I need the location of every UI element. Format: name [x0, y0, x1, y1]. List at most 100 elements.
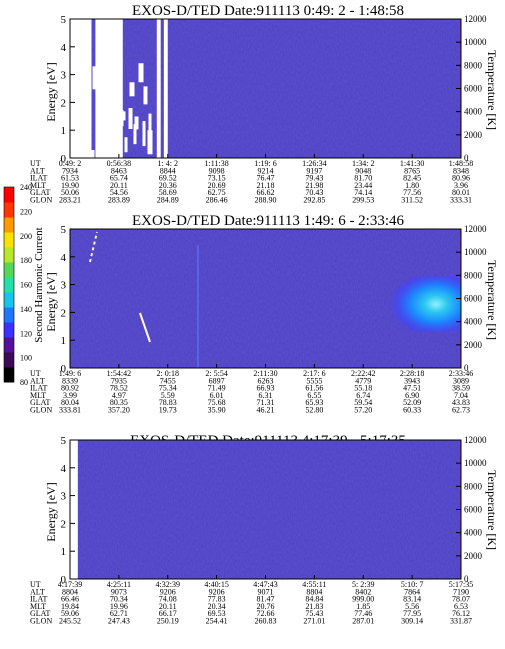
y2-tick-label: 4000	[464, 107, 483, 117]
orbit-row-label: UT	[30, 159, 41, 168]
orbit-cell: 20.36	[159, 181, 177, 190]
orbit-row-label: ILAT	[30, 595, 47, 604]
orbit-cell: 4:25:11	[107, 580, 131, 589]
colorbar-swatch	[4, 307, 14, 323]
orbit-cell: 299.53	[352, 196, 374, 205]
panel-2-y2label: Temperature [K]	[485, 260, 499, 340]
orbit-cell: 57.20	[354, 406, 372, 415]
y-tick-label: 0	[61, 574, 67, 586]
orbit-row-label: ALT	[30, 166, 45, 175]
orbit-cell: 2: 5:54	[205, 369, 227, 378]
orbit-cell: 2:11:30	[253, 369, 277, 378]
y2-tick-label: 12000	[464, 14, 487, 24]
orbit-row-label: GLAT	[30, 188, 51, 197]
orbit-cell: 4:55:11	[302, 580, 326, 589]
y-tick-label: 2	[61, 307, 67, 319]
gap-streak	[120, 111, 126, 121]
colorbar-tick-label: 240	[20, 183, 32, 192]
y2-tick-label: 4000	[464, 528, 483, 538]
orbit-cell: 8463	[111, 166, 127, 175]
orbit-cell: 5555	[306, 376, 322, 385]
orbit-cell: 7.04	[454, 391, 468, 400]
orbit-cell: 1.85	[356, 602, 370, 611]
orbit-cell: 69.52	[159, 174, 177, 183]
orbit-row-label: ALT	[30, 376, 45, 385]
orbit-cell: 76.12	[452, 609, 470, 618]
y-tick-label: 3	[61, 280, 67, 292]
orbit-cell: 80.01	[452, 188, 470, 197]
orbit-cell: 77.56	[403, 188, 421, 197]
colorbar-swatch	[4, 277, 14, 293]
panel-1-orbit-table: UT 0:49: 2 0:56:38 1: 4: 2 1:11:38 1:19: 6 1:2…	[30, 159, 473, 205]
orbit-cell: 0:49: 2	[59, 159, 81, 168]
orbit-cell: 69.53	[208, 609, 226, 618]
orbit-cell: 66.46	[61, 595, 79, 604]
orbit-cell: 76.47	[257, 174, 275, 183]
colorbar-label: Second Harmonic Current	[33, 227, 45, 342]
orbit-cell: 19.73	[159, 406, 177, 415]
orbit-cell: 61.56	[305, 384, 323, 393]
orbit-cell: 20.11	[159, 602, 177, 611]
orbit-cell: 66.62	[257, 188, 275, 197]
orbit-cell: 78.07	[452, 595, 470, 604]
orbit-cell: 333.81	[59, 406, 81, 415]
orbit-cell: 19.84	[61, 602, 79, 611]
panel-1-ticks: 0 1 2 3 4 5 0 2000 4000 6000 8000 10000 12000	[61, 14, 488, 165]
orbit-cell: 7934	[62, 166, 78, 175]
orbit-cell: 283.21	[59, 196, 81, 205]
orbit-cell: 59.06	[61, 609, 79, 618]
colorbar-swatches	[4, 187, 14, 383]
y-tick-label: 1	[61, 546, 67, 558]
gap-streak	[138, 63, 144, 83]
orbit-cell: 2:28:18	[400, 369, 424, 378]
orbit-row-label: GLON	[30, 196, 52, 205]
colorbar-swatch	[4, 337, 14, 353]
panel-2-orbit-table: UT 1:49: 6 1:54:42 2: 0:18 2: 5:54 2:11:30 2:1…	[30, 369, 473, 415]
y2-tick-label: 8000	[464, 60, 483, 70]
orbit-cell: 286.46	[206, 196, 228, 205]
panel-1: EXOS-D/TED Date:911113 0:49: 2 - 1:48:58…	[30, 3, 499, 205]
orbit-cell: 1.80	[405, 181, 419, 190]
orbit-cell: 357.20	[108, 406, 130, 415]
gap-streak	[96, 126, 102, 156]
orbit-cell: 5: 2:39	[352, 580, 374, 589]
y-tick-label: 5	[61, 224, 67, 236]
panel-3-ylabel: Energy [eV]	[44, 482, 58, 541]
gap-streak	[147, 130, 153, 155]
orbit-cell: 4:17:39	[58, 580, 82, 589]
panel-3: EXOS-D/TED Date:911113 4:17:39 - 5:17:35…	[30, 433, 499, 626]
orbit-cell: 47.51	[403, 384, 421, 393]
y2-tick-label: 8000	[464, 270, 483, 280]
orbit-cell: 62.73	[452, 406, 470, 415]
sparse-data-region	[91, 61, 153, 158]
orbit-cell: 4:47:43	[253, 580, 277, 589]
orbit-cell: 6.01	[210, 391, 224, 400]
orbit-cell: 80.35	[110, 398, 128, 407]
trace-streak	[89, 231, 98, 263]
colorbar-tick-label: 180	[20, 256, 32, 265]
hot-plasma-region	[382, 276, 461, 332]
orbit-cell: 1:41:30	[400, 159, 424, 168]
panel-3-noise	[70, 440, 461, 579]
panel-1-ylabel: Energy [eV]	[44, 62, 58, 121]
panel-1-noise	[70, 19, 461, 158]
orbit-cell: 19.90	[61, 181, 79, 190]
orbit-cell: 8844	[160, 166, 176, 175]
y-tick-label: 4	[61, 463, 67, 475]
orbit-cell: 62.75	[208, 188, 226, 197]
colorbar-tick-label: 160	[20, 281, 32, 290]
orbit-cell: 7864	[404, 587, 420, 596]
orbit-cell: 287.01	[352, 617, 374, 626]
gap-streak	[133, 124, 137, 145]
orbit-cell: 6.53	[454, 602, 468, 611]
y2-tick-label: 0	[464, 363, 469, 373]
orbit-cell: 80.96	[452, 174, 470, 183]
orbit-cell: 9197	[306, 166, 322, 175]
y-tick-label: 4	[61, 42, 67, 54]
orbit-cell: 65.93	[305, 398, 323, 407]
panel-2: EXOS-D/TED Date:911113 1:49: 6 - 2:33:46…	[30, 213, 499, 415]
orbit-cell: 70.43	[305, 188, 323, 197]
gap-streak	[91, 150, 95, 158]
orbit-cell: 66.93	[257, 384, 275, 393]
